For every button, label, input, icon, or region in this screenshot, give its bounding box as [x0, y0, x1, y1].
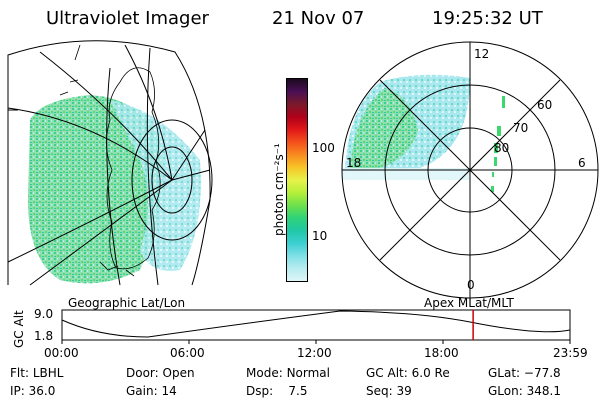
timeline-ytick-top: 9.0 [34, 307, 54, 321]
coastline-outline [59, 44, 161, 277]
status-door: Door: Open [126, 366, 195, 380]
mlt-label-12: 12 [474, 47, 490, 61]
date-label: 21 Nov 07 [272, 8, 365, 29]
status-ip: IP: 36.0 [10, 384, 56, 398]
status-gc-alt: GC Alt: 6.0 Re [366, 366, 450, 380]
colorbar [286, 78, 308, 282]
aurora-emission-right [345, 74, 470, 170]
mlt-label-6: 6 [578, 156, 586, 170]
polar-grid [341, 41, 599, 299]
time-label: 19:25:32 UT [432, 8, 543, 29]
left-map-caption: Geographic Lat/Lon [68, 296, 186, 310]
timeline-ytick-bottom: 1.8 [34, 329, 54, 343]
instrument-title: Ultraviolet Imager [46, 8, 209, 29]
mlt-label-18: 18 [346, 156, 362, 170]
aurora-emission-left [28, 95, 163, 284]
aurora-emission-left-fringe [110, 100, 201, 271]
timeline-ylabel: GC Alt [12, 310, 26, 348]
timeline-xtick-2359: 23:59 [553, 346, 588, 360]
timeline-xtick-0000: 00:00 [44, 346, 79, 360]
status-glat: GLat: −77.8 [488, 366, 561, 380]
mlat-label-60: 60 [537, 98, 553, 112]
right-map-caption: Apex MLat/MLT [424, 296, 514, 310]
status-gain: Gain: 14 [126, 384, 177, 398]
colorbar-tick-10: 10 [312, 229, 328, 243]
mlat-label-70: 70 [513, 121, 529, 135]
timeline-xtick-1800: 18:00 [424, 346, 459, 360]
mlt-label-0: 0 [467, 278, 475, 292]
colorbar-unit-label: photon cm⁻²s⁻¹ [272, 143, 286, 236]
status-seq: Seq: 39 [366, 384, 412, 398]
mlat-label-80: 80 [494, 141, 510, 155]
timeline-xtick-0600: 06:00 [170, 346, 205, 360]
status-mode: Mode: Normal [246, 366, 330, 380]
status-glon: GLon: 348.1 [488, 384, 561, 398]
status-dsp: Dsp: 7.5 [246, 384, 308, 398]
colorbar-tick-100: 100 [312, 141, 335, 155]
status-filter: Flt: LBHL [10, 366, 64, 380]
altitude-curve [61, 310, 571, 338]
timeline-xtick-1200: 12:00 [297, 346, 332, 360]
geographic-grid [7, 40, 213, 286]
